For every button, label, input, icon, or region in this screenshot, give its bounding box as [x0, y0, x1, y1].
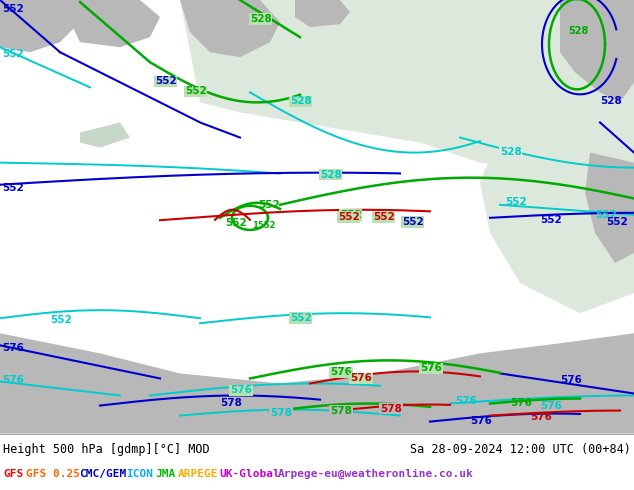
Polygon shape: [0, 0, 80, 52]
Text: 552: 552: [258, 200, 280, 210]
Text: 578: 578: [270, 408, 292, 417]
Text: 528: 528: [290, 97, 312, 106]
Polygon shape: [60, 0, 160, 47]
Text: 552: 552: [50, 315, 72, 325]
Text: 528: 528: [320, 170, 342, 180]
Text: 576: 576: [2, 343, 24, 353]
Text: 578: 578: [380, 404, 402, 414]
Text: 1552: 1552: [252, 221, 276, 230]
Text: 528: 528: [568, 26, 588, 36]
Text: 552: 552: [290, 313, 312, 323]
Text: 552: 552: [2, 49, 23, 59]
Text: 528: 528: [500, 147, 522, 157]
Text: 576: 576: [350, 373, 372, 384]
Polygon shape: [0, 333, 634, 434]
Text: 552: 552: [185, 86, 207, 97]
Text: 552: 552: [373, 212, 395, 222]
Text: 576: 576: [510, 397, 532, 408]
Text: 552: 552: [595, 210, 617, 220]
Polygon shape: [585, 152, 634, 263]
Text: GFS 0.25: GFS 0.25: [26, 469, 80, 479]
Text: 576: 576: [230, 386, 252, 395]
Text: 576: 576: [455, 395, 477, 406]
Text: 552: 552: [540, 215, 562, 225]
Text: 576: 576: [530, 412, 552, 421]
Text: GFS: GFS: [3, 469, 23, 479]
Text: 578: 578: [220, 397, 242, 408]
Text: 578: 578: [330, 406, 352, 416]
Text: 528: 528: [600, 97, 622, 106]
Text: 552: 552: [2, 4, 23, 14]
Text: JMA: JMA: [155, 469, 175, 479]
Polygon shape: [295, 0, 350, 27]
Text: 552: 552: [2, 183, 23, 193]
Text: ARPEGE: ARPEGE: [178, 469, 219, 479]
Text: 552: 552: [225, 218, 247, 228]
Text: Height 500 hPa [gdmp][°C] MOD: Height 500 hPa [gdmp][°C] MOD: [3, 443, 210, 456]
Polygon shape: [180, 0, 280, 57]
Text: 552: 552: [402, 217, 424, 227]
Text: 576: 576: [420, 364, 442, 373]
Polygon shape: [80, 122, 130, 147]
Text: 576: 576: [2, 375, 24, 386]
Text: 552: 552: [155, 76, 177, 86]
Text: 528: 528: [250, 14, 272, 24]
Text: 576: 576: [560, 375, 582, 386]
Text: 576: 576: [540, 400, 562, 411]
Text: 552: 552: [505, 197, 527, 207]
Text: 552: 552: [340, 210, 362, 220]
Text: 576: 576: [330, 368, 352, 377]
Polygon shape: [480, 132, 634, 313]
Text: ICON: ICON: [126, 469, 153, 479]
Text: 552: 552: [338, 212, 359, 222]
Polygon shape: [560, 0, 634, 102]
Text: 552: 552: [606, 217, 628, 227]
Text: 576: 576: [470, 416, 492, 426]
Text: UK-Global: UK-Global: [219, 469, 280, 479]
Text: CMC/GEM: CMC/GEM: [79, 469, 126, 479]
Polygon shape: [180, 0, 634, 172]
Text: Sa 28-09-2024 12:00 UTC (00+84): Sa 28-09-2024 12:00 UTC (00+84): [410, 443, 631, 456]
Text: Arpege-eu@weatheronline.co.uk: Arpege-eu@weatheronline.co.uk: [278, 469, 474, 479]
